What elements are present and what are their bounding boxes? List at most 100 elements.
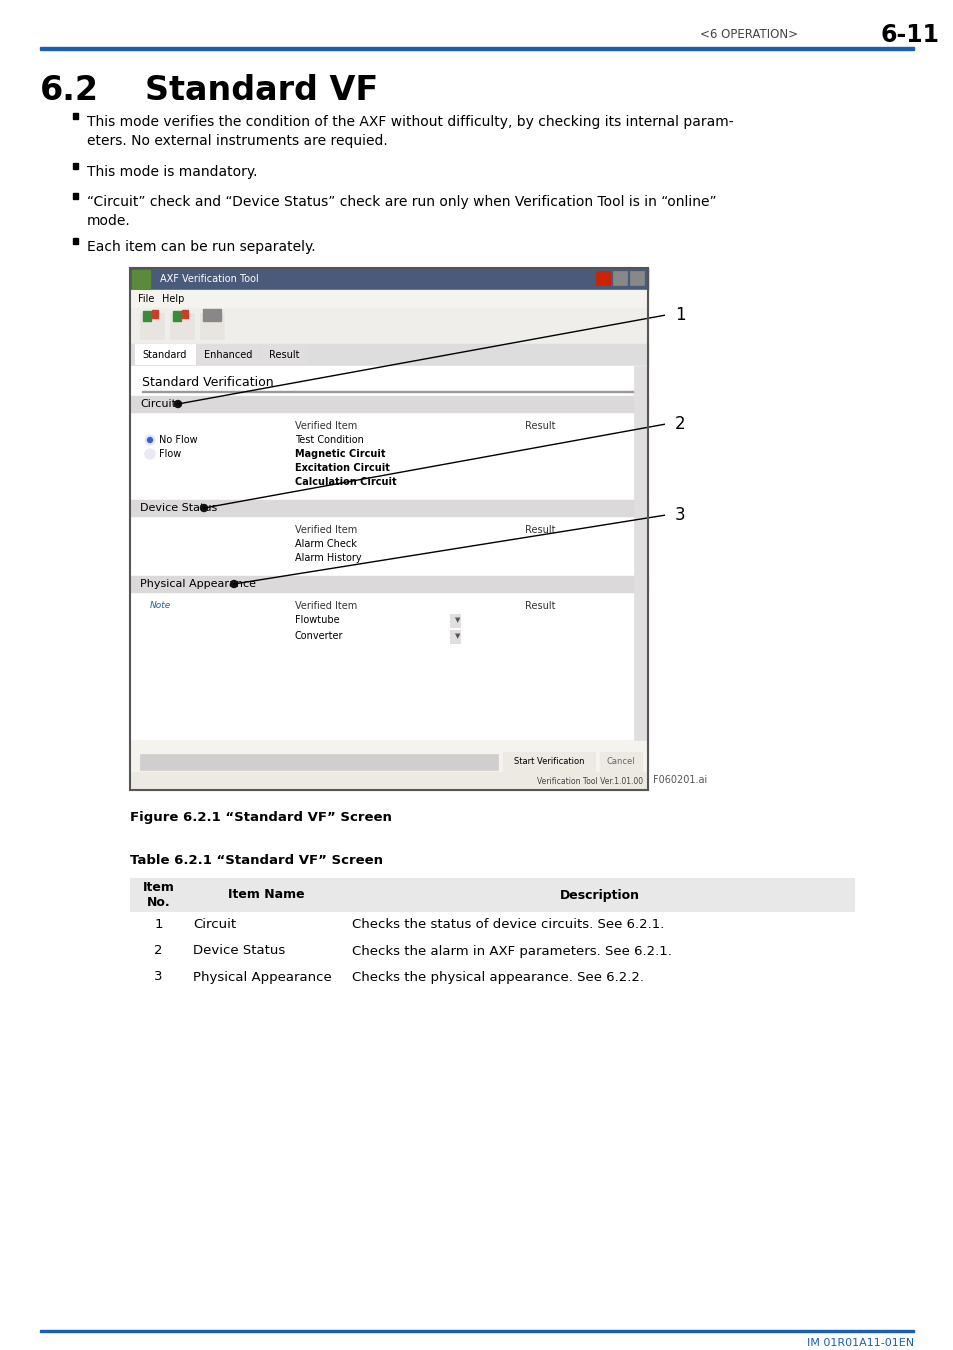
Bar bbox=[140, 755, 497, 770]
Text: AXF Verification Tool: AXF Verification Tool bbox=[160, 274, 258, 284]
Bar bbox=[73, 238, 78, 244]
Text: Result: Result bbox=[524, 421, 555, 431]
Bar bbox=[196, 344, 258, 364]
Text: Checks the physical appearance. See 6.2.2.: Checks the physical appearance. See 6.2.… bbox=[352, 971, 643, 984]
Text: Enhanced: Enhanced bbox=[204, 350, 252, 360]
Bar bbox=[187, 964, 346, 990]
Bar bbox=[135, 344, 194, 364]
Bar bbox=[130, 366, 647, 740]
Text: Flow: Flow bbox=[159, 450, 181, 459]
Text: Device Status: Device Status bbox=[193, 945, 285, 957]
Text: Circuit: Circuit bbox=[140, 400, 175, 409]
Text: ▼: ▼ bbox=[455, 617, 460, 622]
Text: This mode verifies the condition of the AXF without difficulty, by checking its : This mode verifies the condition of the … bbox=[87, 115, 733, 148]
Text: Verified Item: Verified Item bbox=[294, 601, 356, 612]
Text: “Circuit” check and “Device Status” check are run only when Verification Tool is: “Circuit” check and “Device Status” chec… bbox=[87, 194, 716, 228]
Circle shape bbox=[145, 435, 154, 446]
Bar bbox=[130, 344, 647, 366]
Bar bbox=[346, 878, 853, 913]
Bar bbox=[346, 938, 853, 964]
Bar bbox=[130, 308, 647, 344]
Text: Magnetic Circuit: Magnetic Circuit bbox=[294, 450, 385, 459]
Text: 1: 1 bbox=[154, 918, 163, 932]
Bar bbox=[73, 113, 78, 119]
Text: Note: Note bbox=[150, 602, 172, 610]
Text: Checks the status of device circuits. See 6.2.1.: Checks the status of device circuits. Se… bbox=[352, 918, 663, 932]
Bar bbox=[187, 913, 346, 938]
Text: Device Status: Device Status bbox=[140, 504, 217, 513]
Bar bbox=[130, 396, 647, 412]
Text: Standard Verification: Standard Verification bbox=[142, 375, 274, 389]
Text: 6-11: 6-11 bbox=[880, 23, 939, 47]
Text: Cancel: Cancel bbox=[606, 757, 635, 767]
Text: 1: 1 bbox=[674, 306, 684, 324]
Bar bbox=[346, 913, 853, 938]
Bar bbox=[130, 269, 647, 790]
Bar bbox=[140, 313, 164, 339]
Text: Verified Item: Verified Item bbox=[294, 421, 356, 431]
Text: ▼: ▼ bbox=[455, 633, 460, 639]
Text: 6.2: 6.2 bbox=[40, 73, 99, 107]
Text: Standard VF: Standard VF bbox=[145, 73, 377, 107]
Text: Checks the alarm in AXF parameters. See 6.2.1.: Checks the alarm in AXF parameters. See … bbox=[352, 945, 671, 957]
Text: Excitation Circuit: Excitation Circuit bbox=[294, 463, 390, 472]
Text: Test Condition: Test Condition bbox=[294, 435, 363, 446]
Bar bbox=[130, 290, 647, 308]
Text: File: File bbox=[138, 294, 154, 304]
Text: Verified Item: Verified Item bbox=[294, 525, 356, 535]
Text: Figure 6.2.1 “Standard VF” Screen: Figure 6.2.1 “Standard VF” Screen bbox=[130, 811, 392, 825]
Bar bbox=[130, 740, 647, 790]
Bar bbox=[130, 772, 647, 790]
Circle shape bbox=[665, 301, 693, 329]
Bar bbox=[130, 938, 187, 964]
Text: Flowtube: Flowtube bbox=[294, 616, 339, 625]
Text: 3: 3 bbox=[154, 971, 163, 984]
Text: Physical Appearance: Physical Appearance bbox=[193, 971, 332, 984]
Text: F060201.ai: F060201.ai bbox=[652, 775, 706, 784]
Text: Physical Appearance: Physical Appearance bbox=[140, 579, 255, 589]
Text: Converter: Converter bbox=[294, 630, 343, 641]
Bar bbox=[450, 614, 459, 626]
Bar bbox=[450, 630, 459, 643]
Bar bbox=[130, 500, 647, 516]
Text: 2: 2 bbox=[154, 945, 163, 957]
Text: Result: Result bbox=[524, 601, 555, 612]
Bar bbox=[596, 271, 609, 285]
Bar bbox=[73, 163, 78, 169]
Bar bbox=[40, 1330, 913, 1332]
Text: Help: Help bbox=[162, 294, 184, 304]
Text: No Flow: No Flow bbox=[159, 435, 197, 446]
Text: Start Verification: Start Verification bbox=[514, 757, 583, 767]
Bar bbox=[203, 309, 221, 321]
Text: 3: 3 bbox=[674, 506, 684, 524]
Bar bbox=[172, 310, 181, 321]
Bar bbox=[182, 310, 188, 319]
Text: Verification Tool Ver.1.01.00: Verification Tool Ver.1.01.00 bbox=[537, 776, 642, 786]
Text: Alarm History: Alarm History bbox=[294, 554, 361, 563]
Circle shape bbox=[665, 410, 693, 437]
Bar bbox=[346, 964, 853, 990]
Circle shape bbox=[200, 505, 208, 512]
Text: Result: Result bbox=[524, 525, 555, 535]
Bar bbox=[130, 576, 647, 593]
Text: Circuit: Circuit bbox=[193, 918, 236, 932]
Bar bbox=[73, 193, 78, 198]
Circle shape bbox=[145, 450, 154, 459]
Text: Item Name: Item Name bbox=[228, 888, 305, 902]
Bar bbox=[130, 269, 647, 290]
Text: Alarm Check: Alarm Check bbox=[294, 539, 356, 549]
Bar bbox=[170, 313, 193, 339]
Text: Each item can be run separately.: Each item can be run separately. bbox=[87, 240, 315, 254]
Bar bbox=[388, 630, 459, 643]
Text: This mode is mandatory.: This mode is mandatory. bbox=[87, 165, 257, 180]
Bar bbox=[599, 752, 641, 772]
Bar bbox=[152, 310, 158, 319]
Circle shape bbox=[148, 437, 152, 443]
Bar bbox=[143, 310, 151, 321]
Circle shape bbox=[665, 501, 693, 529]
Bar bbox=[130, 878, 187, 913]
Text: IM 01R01A11-01EN: IM 01R01A11-01EN bbox=[806, 1338, 913, 1349]
Bar bbox=[261, 344, 307, 364]
Circle shape bbox=[231, 580, 237, 587]
Text: Item
No.: Item No. bbox=[142, 882, 174, 909]
